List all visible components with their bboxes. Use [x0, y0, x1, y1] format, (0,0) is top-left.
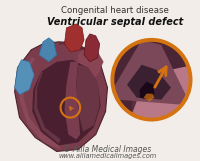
Text: Ventricular septal defect: Ventricular septal defect: [47, 17, 183, 27]
Polygon shape: [132, 66, 191, 120]
Polygon shape: [32, 60, 101, 145]
Polygon shape: [76, 65, 100, 132]
Polygon shape: [144, 94, 154, 102]
Polygon shape: [112, 40, 186, 105]
Polygon shape: [20, 58, 61, 149]
Polygon shape: [127, 65, 171, 100]
Polygon shape: [64, 62, 80, 139]
Polygon shape: [59, 41, 88, 55]
Polygon shape: [74, 48, 104, 82]
Polygon shape: [34, 72, 61, 143]
Polygon shape: [64, 24, 84, 52]
Polygon shape: [140, 82, 154, 100]
Text: Congenital heart disease: Congenital heart disease: [61, 6, 169, 15]
Polygon shape: [15, 42, 107, 152]
Polygon shape: [47, 44, 78, 76]
Circle shape: [112, 40, 191, 120]
Polygon shape: [112, 40, 188, 115]
Polygon shape: [15, 60, 34, 95]
Text: www.alilamedicalimages.com: www.alilamedicalimages.com: [58, 153, 157, 159]
Polygon shape: [39, 38, 57, 62]
Text: © Alila Medical Images: © Alila Medical Images: [63, 145, 152, 154]
Polygon shape: [84, 34, 100, 62]
